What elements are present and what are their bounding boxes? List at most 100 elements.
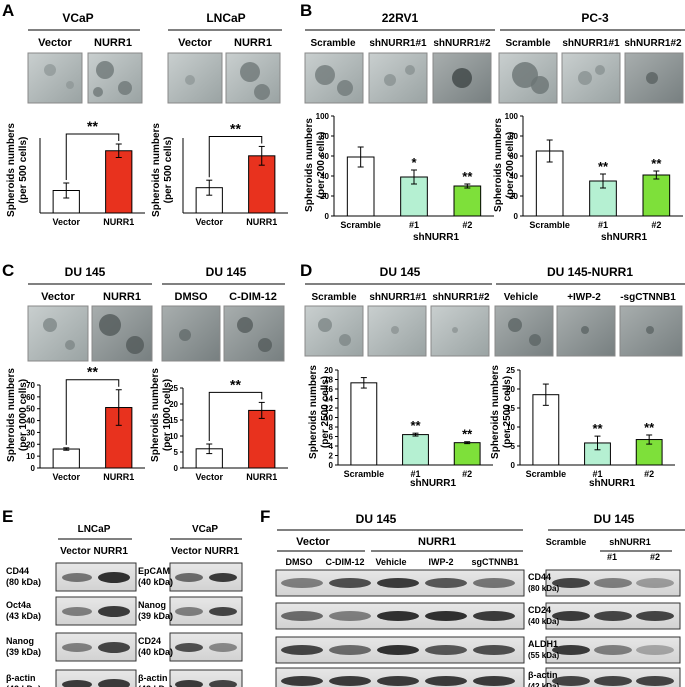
chart-d-du145-nurr1: 0 5 10 15 20 25 Scramble #1 ** #2 ** (506, 366, 675, 479)
blot-band (552, 611, 590, 621)
blot-band (209, 680, 237, 687)
blot-band (175, 607, 203, 616)
chart-a-vcap: Vector NURR1 ** (39, 118, 145, 227)
bar (532, 394, 560, 466)
y-tick-label: 20 (320, 192, 329, 201)
y-tick-label: 10 (169, 432, 178, 441)
blot-kda: (42 kDa) (528, 682, 559, 687)
y-tick-label: 60 (320, 152, 329, 161)
x-tick-label: #1 (592, 469, 602, 479)
micrograph-row-a (27, 52, 281, 104)
y-tick-label: 4 (329, 442, 334, 451)
y-tick-label: 20 (509, 192, 518, 201)
y-tick-label: 15 (506, 404, 515, 413)
label-shnurr1-2: shNURR1#2 (433, 38, 491, 49)
blot-band (425, 645, 467, 655)
blot-label: CD44 (6, 566, 29, 576)
y-tick-label: 8 (329, 423, 334, 432)
cellline-du145: DU 145 (594, 512, 635, 526)
x-tick-label: NURR1 (246, 217, 277, 227)
y-tick-label: 0 (325, 212, 330, 221)
blot-band (636, 676, 674, 686)
bar (350, 382, 378, 466)
group-label-d2: shNURR1 (589, 478, 636, 489)
blot-band (473, 578, 515, 588)
x-tick-label: #2 (462, 220, 472, 230)
y-tick-label: 5 (511, 442, 516, 451)
x-tick-label: Vector (195, 217, 223, 227)
blot-band (594, 645, 632, 655)
y-tick-label: 10 (324, 414, 333, 423)
cellline-vcap: VCaP (62, 11, 93, 25)
blot-band (281, 611, 323, 621)
blot-kda: (55 kDa) (528, 651, 559, 660)
y-tick-label: 20 (26, 440, 35, 449)
label-shnurr1-2: shNURR1#2 (432, 292, 490, 303)
group-label-d1: shNURR1 (410, 478, 457, 489)
y-tick-label: 80 (509, 132, 518, 141)
group-vector: Vector (296, 536, 330, 548)
blot-band (329, 645, 371, 655)
blot-kda: (40 kDa) (138, 647, 173, 657)
blot-label: β-actin (6, 673, 36, 683)
bar (248, 409, 276, 469)
micrograph-row-b (304, 52, 684, 104)
significance-label: ** (651, 156, 662, 171)
group-shnurr1: shNURR1 (609, 537, 651, 547)
blot-band (329, 578, 371, 588)
y-tick-label: 20 (506, 385, 515, 394)
blot-band (175, 680, 203, 687)
label-scramble: Scramble (311, 292, 356, 303)
ylabel-a1: Spheroids numbers (6, 123, 17, 217)
blot-label: ALDH1 (528, 639, 558, 649)
blot-band (636, 645, 674, 655)
y-tick-label: 18 (324, 376, 333, 385)
blot-band (98, 642, 130, 653)
ylabel-d2: Spheroids numbers (490, 365, 501, 459)
label-vector: Vector (38, 37, 72, 49)
significance-label: ** (598, 159, 609, 174)
label-shnurr1-1: shNURR1#1 (562, 38, 620, 49)
y-tick-label: 100 (505, 112, 519, 121)
y-tick-label: 30 (26, 428, 35, 437)
blots-f: CD44 (80 kDa) CD24 (40 kDa) ALDH1 (55 kDa) β-a… (275, 569, 681, 687)
y-tick-label: 60 (509, 152, 518, 161)
y-tick-label: 6 (329, 433, 334, 442)
blot-band (425, 578, 467, 588)
ylabel-c2-sub: (per 1000 cells) (162, 379, 173, 451)
y-tick-label: 25 (169, 384, 178, 393)
y-tick-label: 40 (509, 172, 518, 181)
y-tick-label: 60 (26, 393, 35, 402)
blot-band (425, 676, 467, 686)
label-vector: Vector (41, 291, 75, 303)
x-tick-label: #2 (644, 469, 654, 479)
label-scramble: Scramble (310, 38, 355, 49)
x-tick-label: NURR1 (103, 217, 134, 227)
blot-band (62, 607, 92, 616)
y-tick-label: 10 (506, 423, 515, 432)
chart-c-cdim: 0 5 10 15 20 25 Vector NURR1 ** (169, 376, 288, 482)
blot-band (473, 645, 515, 655)
label-sgctnnb1: -sgCTNNB1 (620, 292, 676, 303)
ylabel-b2-sub: (per 200 cells) (505, 132, 516, 199)
blot-band (473, 676, 515, 686)
significance-label: ** (410, 418, 421, 433)
blot-band (636, 611, 674, 621)
panel-letter-f: F (260, 507, 270, 526)
cellline-pc3: PC-3 (581, 11, 609, 25)
lane-dmso: DMSO (286, 557, 313, 567)
cellline-22rv1: 22RV1 (382, 11, 419, 25)
label-iwp2: +IWP-2 (567, 292, 601, 303)
x-tick-label: #1 (598, 220, 608, 230)
blot-band (209, 573, 237, 582)
y-tick-label: 40 (320, 172, 329, 181)
y-tick-label: 0 (514, 212, 519, 221)
bar (52, 448, 80, 469)
blot-band (594, 578, 632, 588)
blot-kda: (40 kDa) (138, 577, 173, 587)
significance-bracket (65, 379, 120, 445)
ylabel-c1: Spheroids numbers (6, 368, 17, 462)
x-tick-label: Scramble (340, 220, 381, 230)
